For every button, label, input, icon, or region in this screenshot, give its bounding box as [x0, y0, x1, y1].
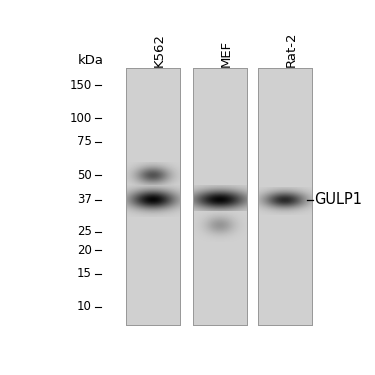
Text: kDa: kDa	[77, 54, 104, 67]
Bar	[193, 68, 246, 325]
Text: 37: 37	[77, 193, 92, 206]
Text: 15: 15	[77, 267, 92, 280]
Text: 100: 100	[70, 112, 92, 125]
Bar	[126, 68, 180, 325]
Text: 75: 75	[77, 135, 92, 148]
Text: Rat-2: Rat-2	[285, 31, 298, 67]
Text: 20: 20	[77, 244, 92, 256]
Bar	[258, 68, 312, 325]
Bar	[193, 68, 246, 325]
Text: 50: 50	[77, 169, 92, 182]
Text: GULP1: GULP1	[314, 192, 362, 207]
Text: K562: K562	[153, 33, 166, 67]
Text: 10: 10	[77, 300, 92, 313]
Bar	[126, 68, 180, 325]
Text: 25: 25	[77, 225, 92, 238]
Bar	[258, 68, 312, 325]
Text: MEF: MEF	[220, 39, 233, 67]
Text: 150: 150	[70, 79, 92, 92]
